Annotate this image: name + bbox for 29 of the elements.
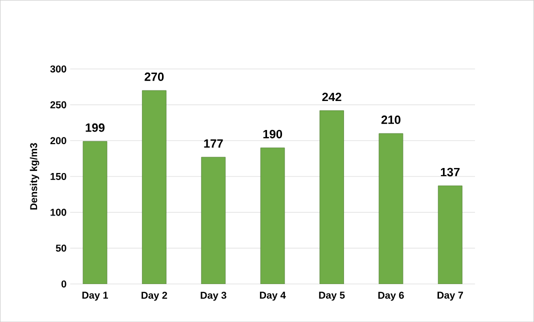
data-label: 242 [322, 92, 342, 101]
bar [438, 186, 462, 284]
x-tick-label: Day 1 [82, 292, 108, 301]
data-label: 177 [204, 139, 223, 148]
bar [320, 110, 344, 284]
bar [82, 141, 108, 284]
data-label: 137 [440, 168, 460, 176]
y-tick-label: 50 [56, 244, 66, 252]
x-tick-label: Day 6 [378, 292, 404, 301]
data-label: 210 [381, 115, 400, 124]
data-label: 270 [144, 72, 164, 81]
bar [378, 133, 404, 284]
y-tick-label: 100 [50, 208, 66, 216]
y-tick-label: 300 [50, 65, 66, 72]
data-label: 190 [263, 130, 282, 138]
y-tick-label: 250 [50, 101, 66, 108]
y-tick-label: 200 [50, 137, 66, 144]
bar [260, 148, 285, 284]
bar [201, 156, 226, 284]
x-tick-label: Day 7 [438, 292, 463, 301]
y-axis-title: Density kg/m3 [30, 143, 40, 210]
x-tick-label: Day 5 [319, 292, 345, 301]
x-tick-label: Day 2 [142, 292, 168, 301]
y-tick-label: 0 [61, 280, 66, 288]
y-tick-label: 150 [50, 172, 66, 180]
data-label: 199 [86, 123, 105, 132]
x-tick-label: Day 3 [200, 292, 226, 301]
x-tick-label: Day 4 [260, 292, 286, 301]
bar [142, 90, 166, 284]
